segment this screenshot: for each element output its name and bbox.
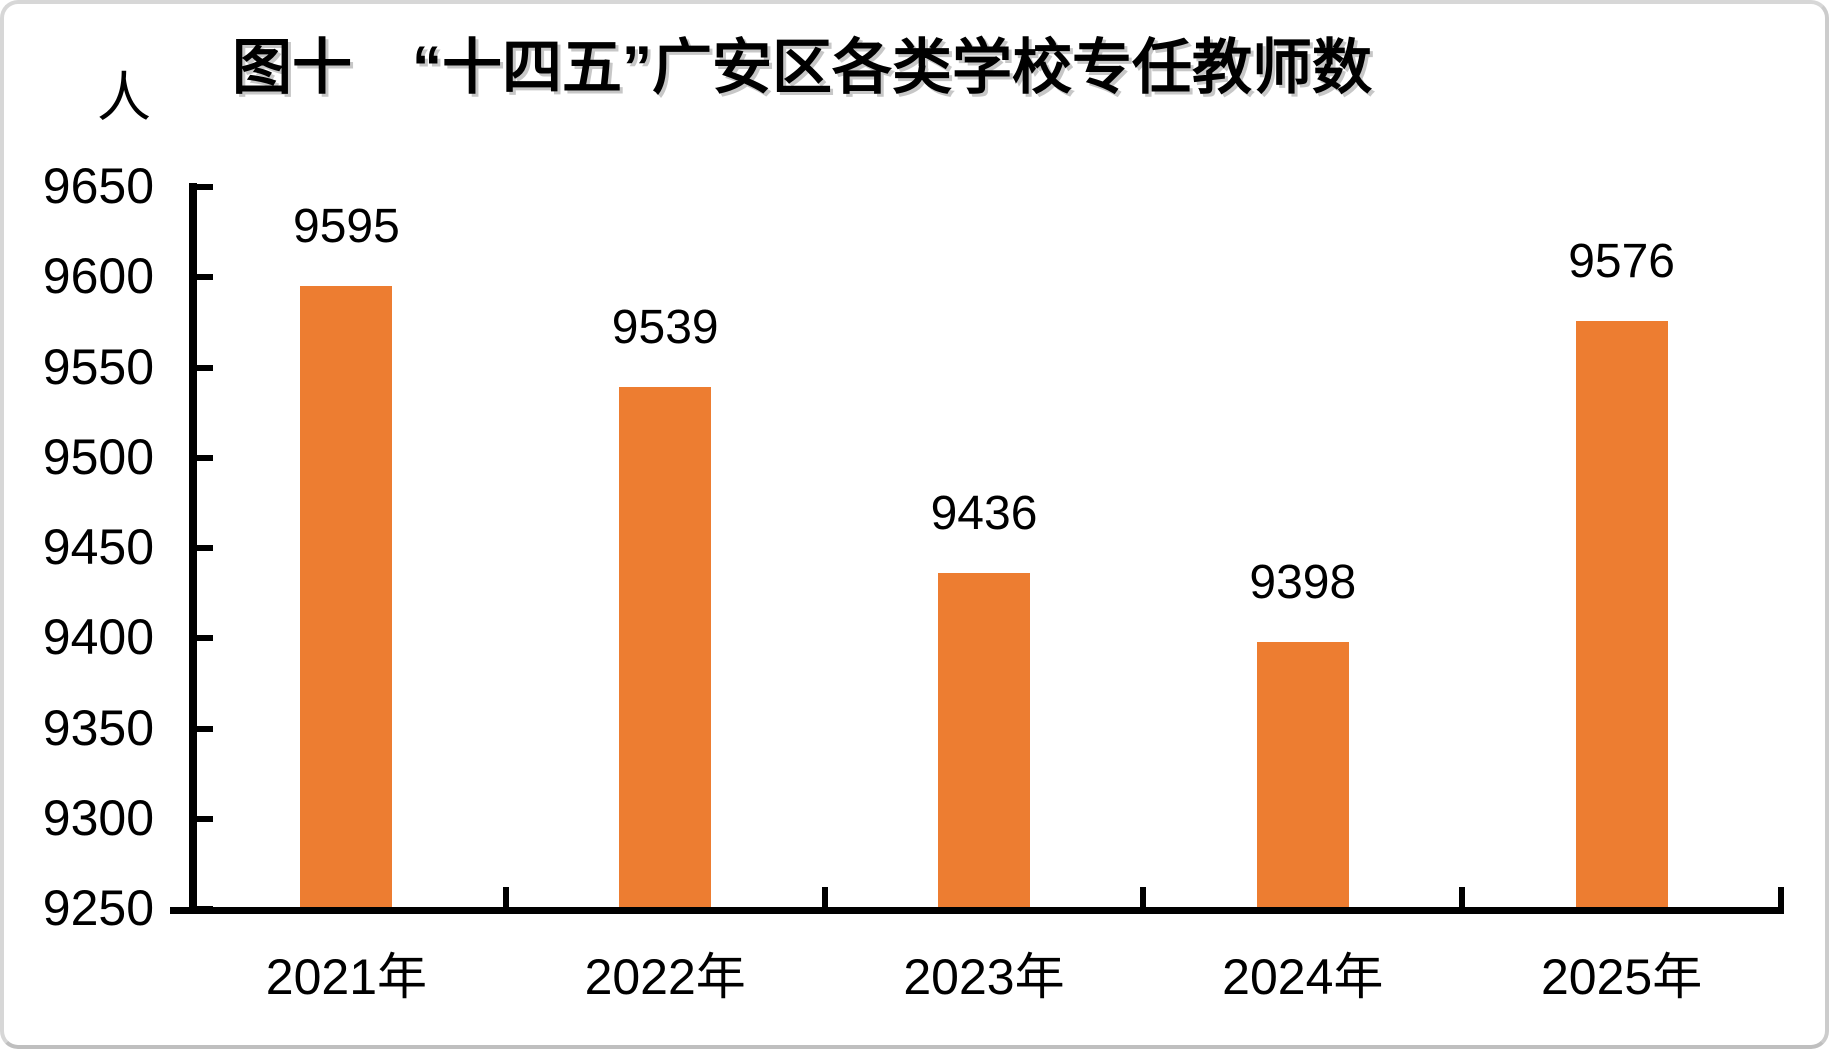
bar-2025	[1575, 320, 1668, 907]
x-axis-tick	[1778, 887, 1784, 907]
bar-2023	[938, 573, 1030, 907]
y-axis-tick-label: 9250	[42, 880, 154, 936]
bar-value-label: 9398	[1249, 555, 1357, 609]
y-axis-tick-label: 9500	[42, 428, 154, 485]
y-axis-tick	[197, 454, 213, 461]
y-axis-unit-label: 人	[97, 68, 151, 128]
x-axis-tick	[1140, 887, 1147, 907]
x-axis-label: 2025年	[1540, 949, 1703, 1005]
y-axis-tick-label: 9450	[42, 519, 154, 575]
y-axis-tick	[197, 274, 213, 281]
y-axis-tick	[197, 815, 213, 822]
y-axis-tick-label: 9350	[42, 699, 154, 756]
y-axis-tick	[197, 184, 213, 190]
y-axis-tick	[197, 364, 213, 371]
x-axis-tick	[821, 887, 828, 907]
bar-2021	[300, 286, 393, 907]
y-axis-tick-label: 9400	[42, 609, 154, 666]
plot-area: 9595 2021年 9539 2022年 9436 2023年 9398 2024年 9576…	[4, 4, 1825, 1045]
x-axis-line	[170, 907, 1784, 914]
bar-2024	[1256, 641, 1349, 907]
x-axis-label: 2023年	[903, 949, 1065, 1005]
y-axis-tick	[197, 725, 213, 732]
bar-value-label: 9595	[293, 200, 400, 254]
x-axis-label: 2021年	[265, 949, 427, 1005]
x-axis-label: 2024年	[1222, 949, 1384, 1005]
bar-value-label: 9576	[1568, 234, 1675, 288]
y-axis-tick-label: 9550	[42, 338, 154, 395]
bar-value-label: 9436	[930, 487, 1038, 541]
y-axis-line	[189, 183, 197, 910]
y-axis-tick	[197, 635, 213, 642]
x-axis-tick	[502, 887, 509, 907]
y-axis-tick-label: 9600	[42, 248, 154, 305]
y-axis-tick-label: 9300	[42, 789, 154, 846]
y-axis-tick	[197, 545, 213, 551]
chart-title: 图十 “十四五”广安区各类学校专任教师数	[232, 34, 1372, 101]
bar-2022	[619, 387, 712, 907]
y-axis-tick-label: 9650	[42, 158, 154, 214]
x-axis-tick	[1459, 887, 1466, 907]
x-axis-label: 2022年	[584, 949, 746, 1005]
bar-value-label: 9539	[611, 301, 719, 355]
